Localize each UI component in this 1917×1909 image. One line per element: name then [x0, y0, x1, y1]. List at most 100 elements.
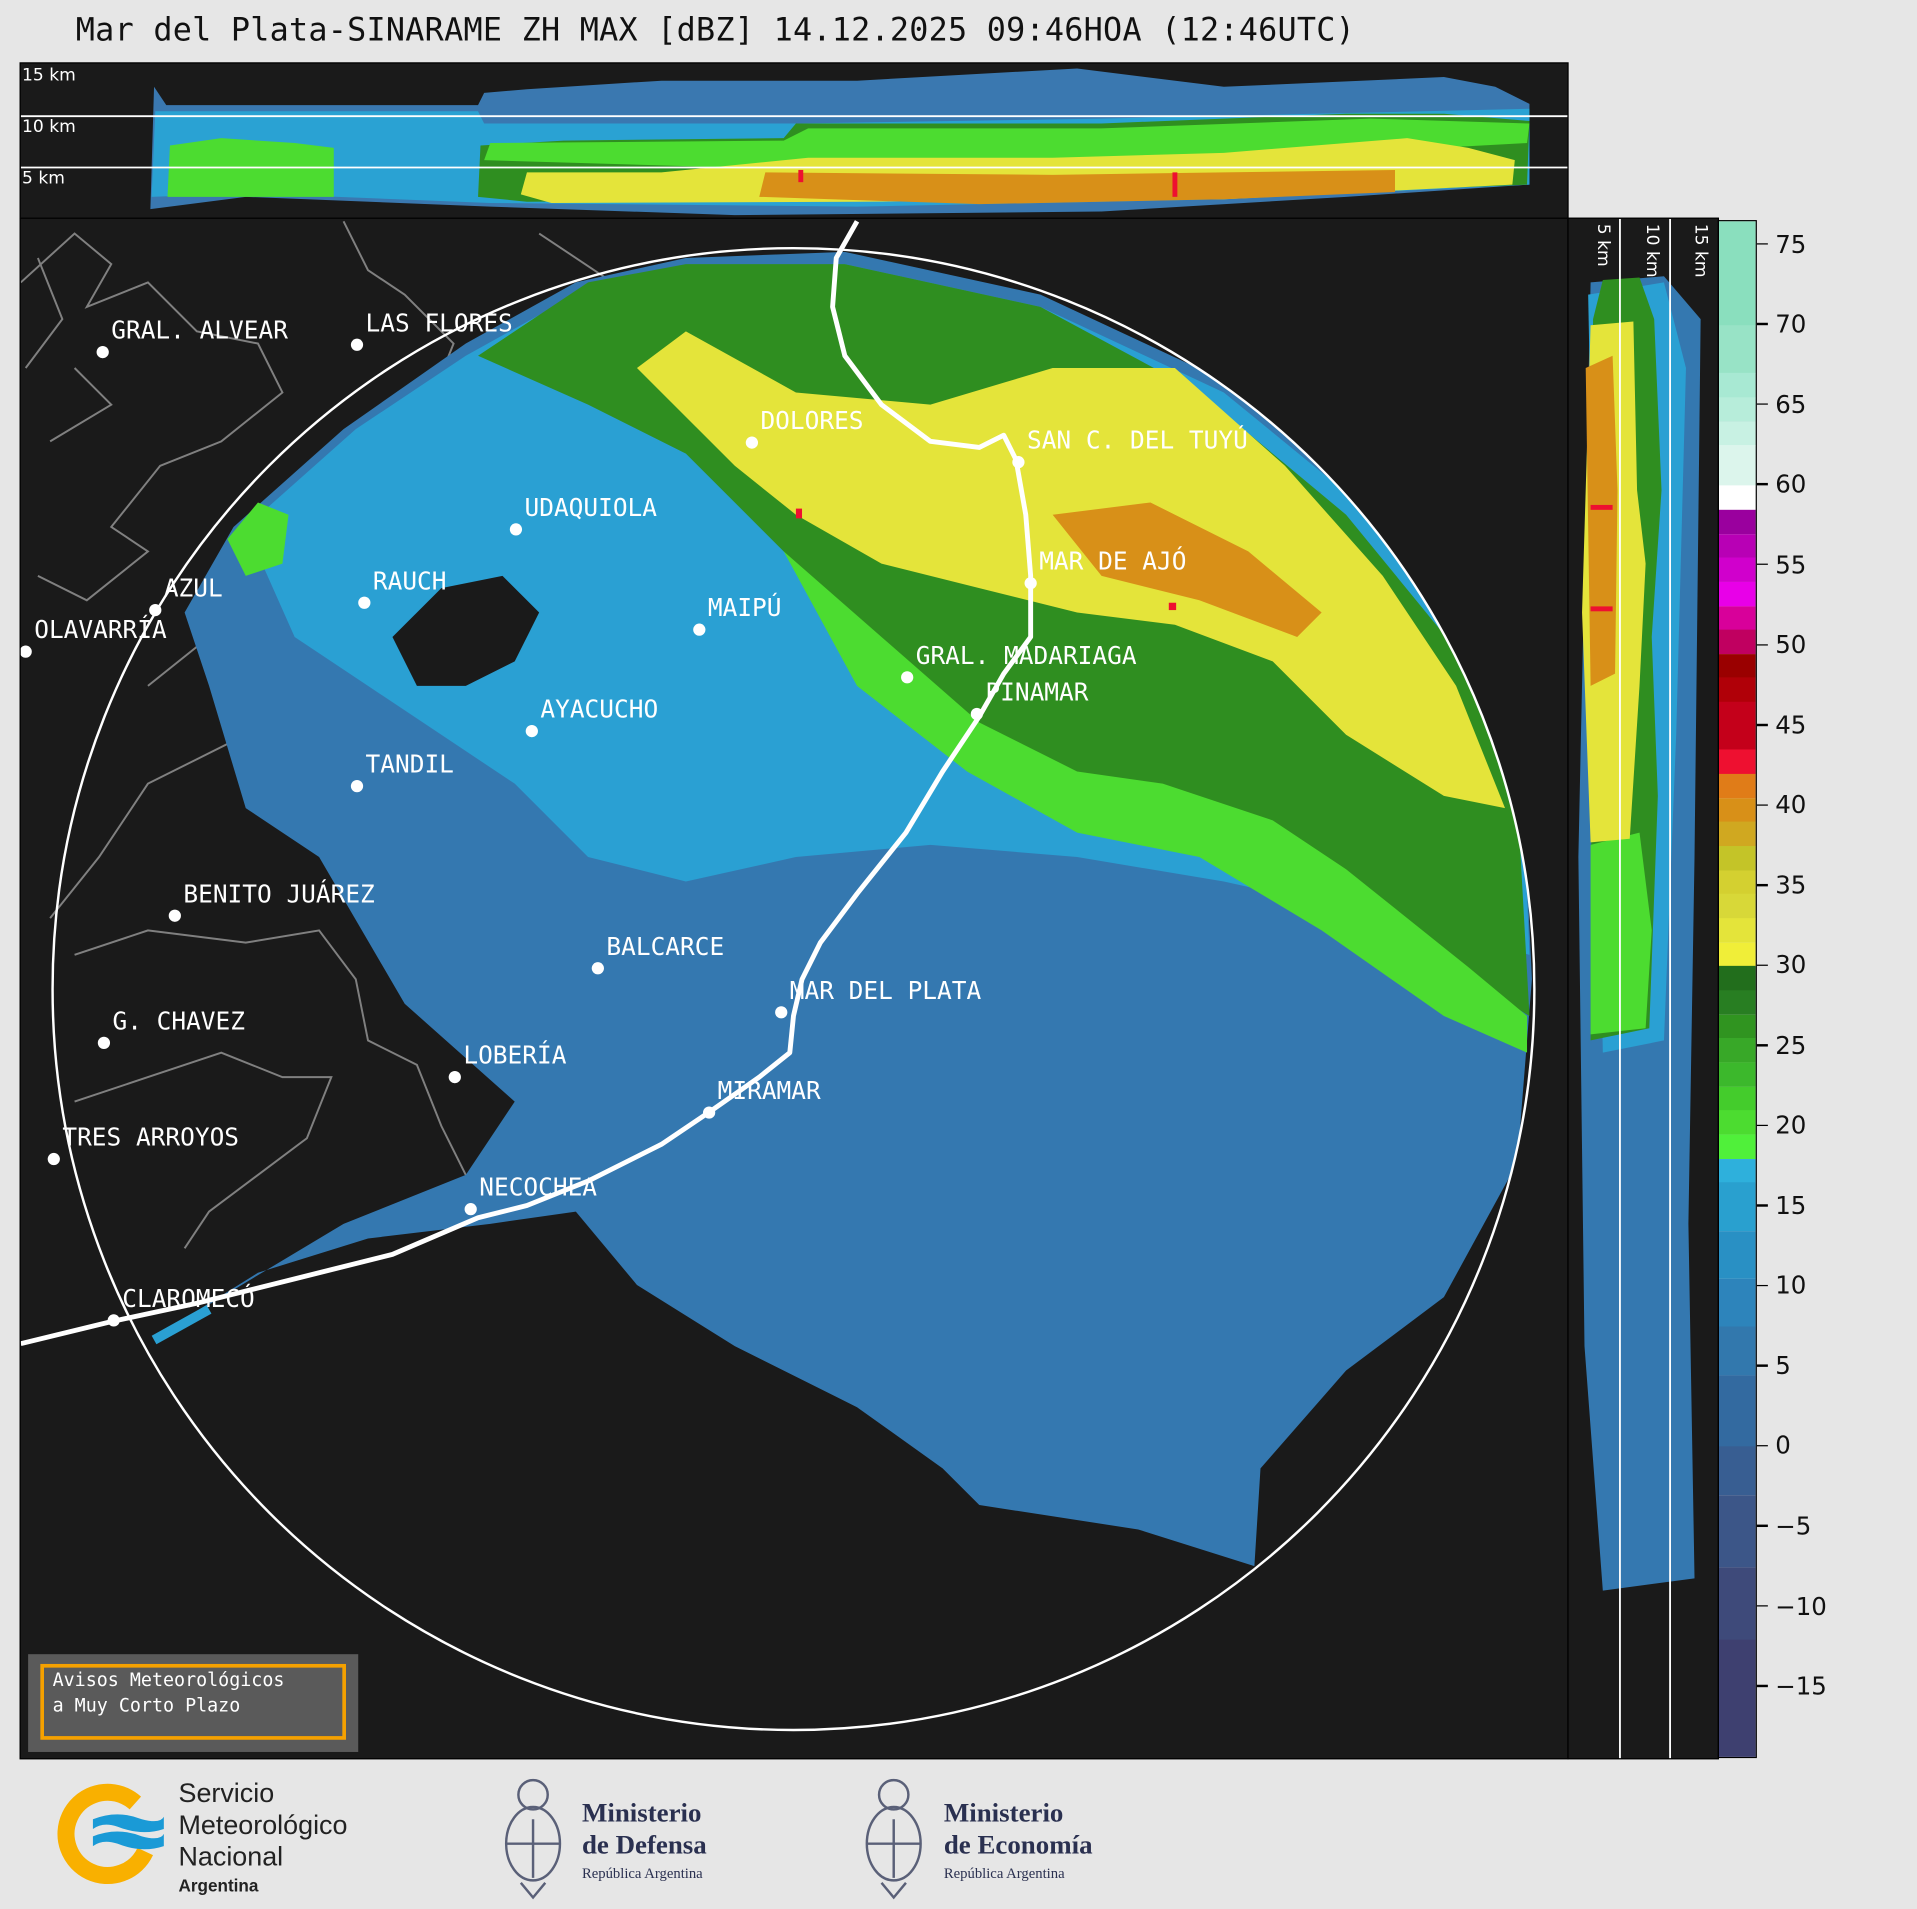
city-marker	[47, 1152, 60, 1166]
city-label: OLAVARRÍA	[34, 614, 167, 645]
avisos-line2: a Muy Corto Plazo	[52, 1694, 241, 1717]
colorbar-band	[1718, 749, 1756, 775]
city-marker	[901, 671, 914, 684]
colorbar-tick-label: 20	[1775, 1110, 1807, 1140]
colorbar-tick	[1756, 884, 1768, 886]
city-label: MAR DEL PLATA	[789, 975, 982, 1005]
city-label: NECOCHEA	[479, 1172, 598, 1202]
colorbar-band	[1718, 325, 1756, 375]
colorbar-band	[1718, 1567, 1756, 1640]
side-range-label-10km: 10 km	[1641, 223, 1662, 278]
city-label: GRAL. MADARIAGA	[915, 640, 1137, 670]
city-marker	[168, 909, 181, 922]
colorbar-tick	[1756, 1284, 1768, 1287]
side-range-label-5km: 5 km	[1593, 223, 1613, 267]
colorbar-band	[1718, 870, 1756, 895]
defensa-text-3: República Argentina	[581, 1864, 703, 1882]
echo-claromeco-streak	[151, 1305, 212, 1345]
range-label-10km: 10 km	[22, 117, 76, 137]
colorbar-band	[1718, 701, 1756, 751]
colorbar-band	[1718, 1158, 1756, 1184]
city-marker	[693, 623, 706, 636]
side-cross-section-panel: 5 km 10 km 15 km	[1567, 217, 1719, 1760]
colorbar	[1717, 220, 1757, 1759]
city-marker	[149, 603, 162, 617]
colorbar-band	[1718, 918, 1756, 943]
colorbar-band	[1718, 942, 1756, 967]
colorbar-tick	[1756, 723, 1768, 726]
colorbar-tick-label: 5	[1775, 1350, 1791, 1381]
colorbar-tick	[1756, 1364, 1768, 1367]
range-label-15km: 15 km	[22, 66, 76, 86]
colorbar-band	[1718, 1494, 1756, 1568]
colorbar-tick	[1756, 803, 1768, 806]
defensa-text-2: de Defensa	[581, 1829, 707, 1860]
echo-red-core	[1590, 504, 1613, 510]
defensa-text-1: Ministerio	[581, 1797, 702, 1828]
coat-of-arms-icon	[865, 1778, 922, 1900]
city-label: GRAL. ALVEAR	[111, 315, 288, 345]
colorbar-band	[1718, 990, 1756, 1015]
range-label-5km: 5 km	[22, 168, 65, 189]
radar-map[interactable]: GRAL. ALVEAR LAS FLORES DOLORES SAN C. D…	[19, 217, 1569, 1760]
colorbar-tick-label: 55	[1775, 549, 1807, 580]
smn-text-3: Nacional	[178, 1841, 284, 1872]
colorbar-tick	[1756, 1685, 1768, 1687]
colorbar-tick	[1756, 1444, 1768, 1447]
colorbar-tick-label: 15	[1775, 1190, 1807, 1221]
city-marker	[525, 725, 538, 738]
city-label: MAR DE AJÓ	[1039, 546, 1187, 576]
colorbar-tick-label: −10	[1775, 1591, 1827, 1621]
economia-text-2: de Economía	[943, 1829, 1093, 1860]
colorbar-band	[1718, 846, 1756, 871]
colorbar-tick	[1756, 403, 1768, 406]
colorbar-band	[1718, 1062, 1756, 1088]
city-marker	[745, 436, 759, 449]
city-marker	[350, 780, 364, 793]
city-label: MAIPÚ	[707, 592, 782, 623]
echo-bright-green	[484, 118, 1530, 168]
colorbar-tick	[1756, 483, 1768, 486]
side-range-label-15km: 15 km	[1690, 223, 1711, 278]
colorbar-band	[1718, 1278, 1756, 1328]
side-cross-section-echoes	[1578, 218, 1701, 1759]
colorbar-band	[1718, 605, 1756, 631]
smn-text-1: Servicio	[178, 1777, 275, 1809]
echo-bright-green	[783, 551, 1528, 1053]
colorbar-band	[1718, 509, 1756, 535]
colorbar-band	[1718, 445, 1756, 487]
city-marker	[350, 338, 364, 351]
avisos-line1: Avisos Meteorológicos	[52, 1668, 285, 1691]
colorbar-band	[1718, 822, 1756, 847]
avisos-link[interactable]: Avisos Meteorológicos a Muy Corto Plazo	[28, 1654, 359, 1752]
top-cross-section-panel: 15 km 10 km 5 km	[19, 62, 1569, 219]
city-marker	[358, 596, 371, 609]
city-label: UDAQUIOLA	[524, 492, 657, 523]
city-label: BALCARCE	[606, 931, 725, 961]
colorbar-band	[1718, 221, 1756, 327]
city-marker	[464, 1203, 477, 1216]
ministerio-defensa-logo: Ministerio de Defensa República Argentin…	[494, 1770, 707, 1906]
colorbar-tick	[1756, 1044, 1768, 1047]
city-marker	[970, 707, 983, 721]
colorbar-tick	[1756, 1524, 1768, 1527]
city-label: AZUL	[163, 573, 223, 603]
echo-orange	[1052, 502, 1322, 637]
colorbar-tick	[1756, 323, 1768, 326]
colorbar-tick	[1756, 1204, 1768, 1207]
echo-green-west	[227, 502, 289, 576]
colorbar-tick-label: −5	[1775, 1511, 1812, 1541]
colorbar-tick	[1756, 964, 1768, 966]
city-marker	[97, 1036, 111, 1049]
colorbar-tick-label: 35	[1775, 870, 1807, 900]
economia-text-1: Ministerio	[943, 1797, 1064, 1828]
city-marker	[20, 645, 32, 658]
colorbar-tick	[1756, 563, 1768, 566]
colorbar-band	[1718, 533, 1756, 559]
colorbar-tick	[1756, 1124, 1768, 1127]
colorbar-tick	[1756, 243, 1768, 246]
city-label: BENITO JUÁREZ	[183, 879, 375, 909]
colorbar-band	[1718, 894, 1756, 919]
echo-dark-gap	[392, 575, 540, 686]
colorbar-band	[1718, 1110, 1756, 1136]
